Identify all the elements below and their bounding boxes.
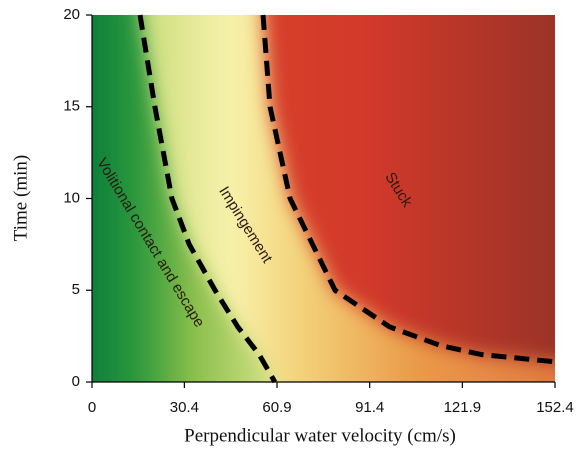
y-axis-title: Time (min)	[10, 155, 31, 241]
x-tick-label: 30.4	[170, 399, 199, 416]
y-tick-label: 15	[63, 98, 80, 115]
x-tick-label: 60.9	[262, 399, 291, 416]
plot	[137, 14, 556, 384]
boundary-line	[137, 14, 278, 384]
y-tick-label: 5	[72, 281, 80, 298]
x-tick-label: 152.4	[536, 399, 574, 416]
x-tick-label: 91.4	[355, 399, 384, 416]
background	[92, 15, 555, 382]
x-tick-label: 0	[88, 399, 96, 416]
region-volitional	[92, 15, 275, 382]
x-axis-title: Perpendicular water velocity (cm/s)	[184, 425, 456, 446]
y-tick-label: 0	[72, 373, 80, 390]
y-tick-label: 10	[63, 189, 80, 206]
y-tick-label: 20	[63, 6, 80, 23]
boundary-line	[260, 14, 556, 365]
x-tick-label: 121.9	[444, 399, 482, 416]
